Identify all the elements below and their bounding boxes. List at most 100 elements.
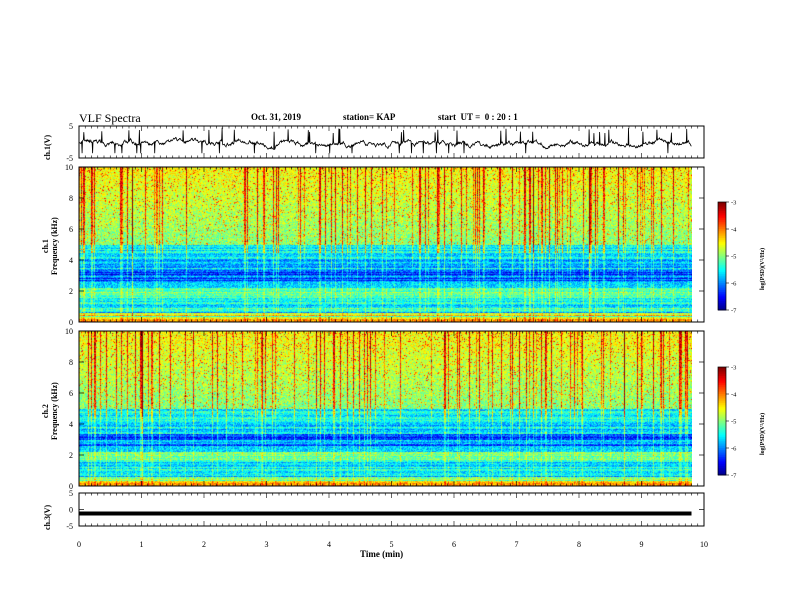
station-label: station= KAP xyxy=(343,112,396,122)
ch1-spectrogram-ytick-label: 6 xyxy=(69,225,73,234)
ch2-colorbar-segment xyxy=(718,406,726,409)
x-tick-label: 8 xyxy=(577,540,581,549)
ch1-colorbar-segment xyxy=(718,284,726,288)
ch1-colorbar-segment xyxy=(718,256,726,259)
ch1-colorbar-segment xyxy=(718,238,726,241)
ch1-colorbar-segment xyxy=(718,261,726,264)
ch1-colorbar-segment xyxy=(718,211,726,214)
ch2-spectrogram-ytick-label: 2 xyxy=(69,451,73,460)
x-tick-label: 3 xyxy=(265,540,269,549)
ch2-colorbar-tick-label: -5 xyxy=(731,419,736,426)
ch2-colorbar-segment xyxy=(718,410,726,413)
ch1-colorbar-segment xyxy=(718,259,726,262)
ch1-colorbar-segment xyxy=(718,247,726,250)
ch2-colorbar-segment xyxy=(718,439,726,442)
ch2-colorbar-segment xyxy=(718,449,726,453)
ch2-colorbar-segment xyxy=(718,430,726,433)
ch1-colorbar-tick-label: -3 xyxy=(731,200,736,207)
ch1-waveform-ytick-label: 5 xyxy=(69,122,73,131)
ch2-spectrogram-image xyxy=(79,331,692,486)
ch1-colorbar-segment xyxy=(718,272,726,275)
ch2-colorbar-segment xyxy=(718,403,726,406)
ch2-colorbar-segment xyxy=(718,451,726,454)
ch2-colorbar-segment xyxy=(718,467,726,471)
ch2-colorbar-segment xyxy=(718,379,726,382)
start-time-label: start UT = 0 : 20 : 1 xyxy=(438,112,518,122)
x-tick-label: 2 xyxy=(202,540,206,549)
ch1-colorbar-segment xyxy=(718,286,726,289)
ch1-colorbar-segment xyxy=(718,221,726,225)
ch1-colorbar-segment xyxy=(718,288,726,291)
ch2-spectrogram-ytick-label: 8 xyxy=(69,358,73,367)
ch1-colorbar-tick-label: -5 xyxy=(731,254,736,261)
ch1-colorbar-segment xyxy=(718,234,726,237)
ch2-colorbar-segment xyxy=(718,417,726,420)
ch2-colorbar-segment xyxy=(718,421,726,424)
x-tick-label: 7 xyxy=(515,540,519,549)
ch1-colorbar-segment xyxy=(718,245,726,248)
ch1-colorbar-segment xyxy=(718,214,726,217)
ch1-colorbar-segment xyxy=(718,299,726,302)
ch1-colorbar-segment xyxy=(718,279,726,282)
ch2-colorbar-segment xyxy=(718,413,726,417)
ch3-waveform-ytick-label: -5 xyxy=(66,522,73,531)
ch2-colorbar-segment xyxy=(718,464,726,467)
ch2-colorbar-segment xyxy=(718,471,726,474)
ch2-colorbar-segment xyxy=(718,370,726,373)
ch2-colorbar-segment xyxy=(718,448,726,451)
ch2-colorbar-segment xyxy=(718,388,726,391)
ch2-colorbar-tick-label: -7 xyxy=(731,473,737,480)
ch2-colorbar-segment xyxy=(718,444,726,447)
x-tick-label: 9 xyxy=(640,540,644,549)
ch1-colorbar-segment xyxy=(718,227,726,230)
ch1-colorbar-segment xyxy=(718,225,726,228)
ch1-colorbar-segment xyxy=(718,243,726,246)
ch2-colorbar-segment xyxy=(718,372,726,375)
ch2-colorbar-segment xyxy=(718,419,726,422)
ch1-colorbar-segment xyxy=(718,308,726,311)
ch2-colorbar-segment xyxy=(718,386,726,390)
x-tick-label: 10 xyxy=(700,540,708,549)
ch2-colorbar-segment xyxy=(718,455,726,458)
ch1-colorbar-segment xyxy=(718,250,726,253)
ch2-colorbar-segment xyxy=(718,453,726,456)
ch2-colorbar-tick-label: -4 xyxy=(731,392,737,399)
ch2-colorbar-segment xyxy=(718,397,726,400)
ch1-waveform-ytick-label: -5 xyxy=(66,154,73,163)
ch3-waveform-ytick-label: 5 xyxy=(69,489,73,498)
ch1-colorbar-segment xyxy=(718,229,726,232)
ch1-colorbar-segment xyxy=(718,301,726,304)
ch2-colorbar-segment xyxy=(718,437,726,440)
x-tick-label: 6 xyxy=(452,540,456,549)
ch1-colorbar-segment xyxy=(718,202,726,205)
ch2-colorbar-segment xyxy=(718,401,726,404)
ch2-colorbar-segment xyxy=(718,457,726,460)
ch1-spectrogram-ytick-label: 8 xyxy=(69,194,73,203)
ch2-colorbar-tick-label: -3 xyxy=(731,365,736,372)
ch1-colorbar-tick-label: -7 xyxy=(731,308,737,315)
x-tick-label: 1 xyxy=(140,540,144,549)
ch1-colorbar-segment xyxy=(718,205,726,208)
ch2-colorbar-segment xyxy=(718,433,726,436)
ch1-colorbar-segment xyxy=(718,212,726,216)
ch1-colorbar-segment xyxy=(718,295,726,298)
ch1-colorbar-segment xyxy=(718,281,726,284)
ch1-spectrogram-ytick-label: 2 xyxy=(69,287,73,296)
ch2-colorbar-segment xyxy=(718,404,726,408)
ch2-colorbar-segment xyxy=(718,399,726,402)
ch1-colorbar-segment xyxy=(718,257,726,261)
ch1-waveform-line xyxy=(78,127,692,154)
figure-title: VLF Spectra xyxy=(79,111,141,125)
ch1-colorbar-segment xyxy=(718,236,726,239)
ch1-colorbar-segment xyxy=(718,297,726,300)
ch1-spectrogram-ytick-label: 0 xyxy=(69,318,73,327)
ch1-colorbar-segment xyxy=(718,275,726,279)
ch1-colorbar-segment xyxy=(718,203,726,207)
ch2-colorbar-segment xyxy=(718,473,726,476)
ch2-colorbar-segment xyxy=(718,458,726,462)
ch2-colorbar-segment xyxy=(718,394,726,397)
ch2-colorbar-segment xyxy=(718,431,726,435)
ch2-colorbar-segment xyxy=(718,440,726,444)
x-tick-label: 0 xyxy=(77,540,81,549)
ch2-colorbar-segment xyxy=(718,422,726,426)
